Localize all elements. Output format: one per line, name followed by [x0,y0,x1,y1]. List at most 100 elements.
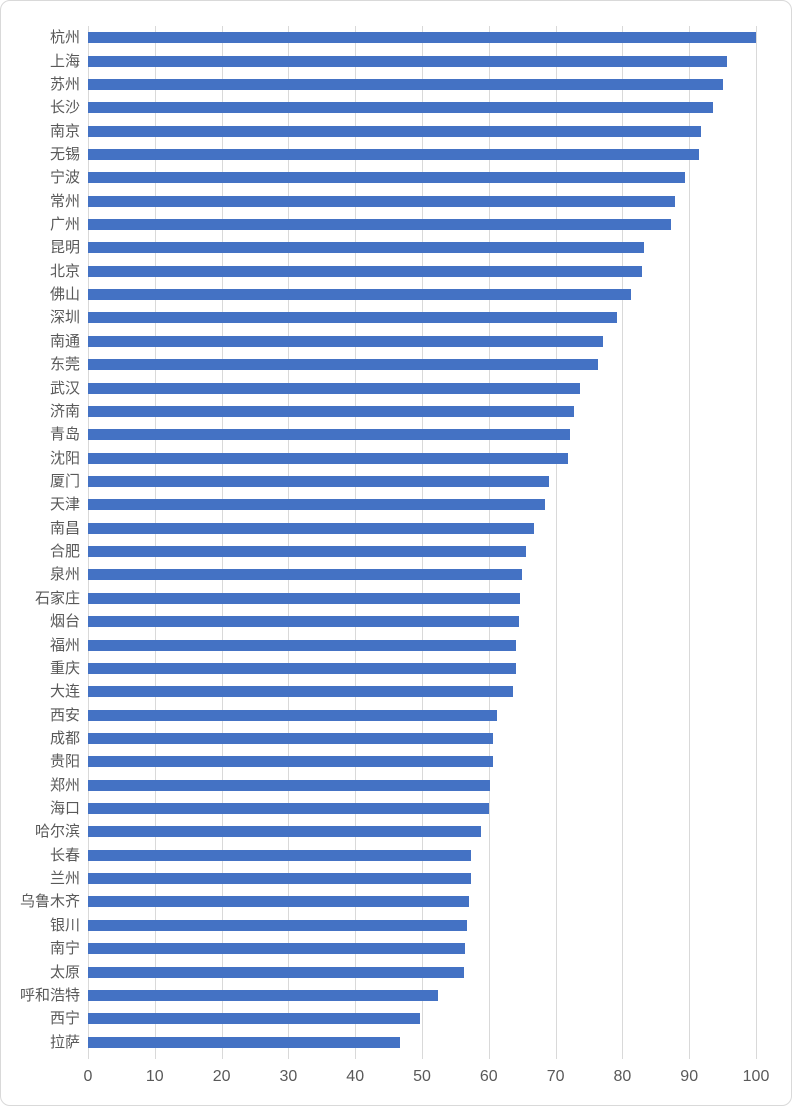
x-tick-label-40: 40 [346,1068,365,1085]
category-label: 济南 [49,402,80,420]
bar-重庆 [88,662,516,674]
x-tick-label-30: 30 [279,1068,298,1085]
bar-昆明 [88,242,644,254]
bar-无锡 [88,148,700,160]
bar-银川 [88,919,467,931]
bar-row [88,166,756,189]
bar-row [88,49,756,72]
tick-x-60 [488,1054,490,1059]
category-label: 福州 [49,636,80,654]
bar-row [88,423,756,446]
bar-row [88,610,756,633]
bar-row [88,1007,756,1030]
bar-济南 [88,405,575,417]
gridline-x-30 [288,26,290,1054]
bar-苏州 [88,78,724,90]
bar-郑州 [88,779,491,791]
bar-贵阳 [88,756,493,768]
category-label: 拉萨 [49,1033,80,1051]
tick-x-40 [355,1054,357,1059]
tick-x-30 [288,1054,290,1059]
gridline-x-90 [689,26,691,1054]
bar-row [88,563,756,586]
gridline-x-10 [154,26,156,1054]
tick-x-90 [689,1054,691,1059]
bar-row [88,587,756,610]
category-label: 佛山 [49,286,80,304]
bar-青岛 [88,429,570,441]
bar-row [88,867,756,890]
category-label: 东莞 [49,356,80,374]
plot-area [88,26,757,1054]
bar-呼和浩特 [88,989,439,1001]
x-tick-label-90: 90 [680,1068,699,1085]
bar-row [88,190,756,213]
x-tick-label-100: 100 [742,1068,770,1085]
category-label: 太原 [49,963,80,981]
bar-合肥 [88,546,526,558]
bar-武汉 [88,382,581,394]
bar-杭州 [88,32,756,44]
x-tick-label-0: 0 [83,1068,93,1085]
bar-乌鲁木齐 [88,896,469,908]
bar-row [88,703,756,726]
category-label: 南通 [49,332,80,350]
category-label: 昆明 [49,239,80,257]
category-label: 青岛 [49,426,80,444]
bar-泉州 [88,569,522,581]
x-tick-label-10: 10 [145,1068,164,1085]
category-label: 兰州 [49,870,80,888]
bar-row [88,633,756,656]
gridline-x-50 [422,26,423,1054]
category-label: 广州 [49,216,80,234]
bar-row [88,213,756,236]
bar-南昌 [88,522,535,534]
bar-row [88,960,756,983]
bar-南宁 [88,943,465,955]
bar-row [88,283,756,306]
bar-row [88,984,756,1007]
bar-兰州 [88,873,472,885]
category-label: 西宁 [49,1010,80,1028]
bar-厦门 [88,476,549,487]
gridline-x-40 [355,26,357,1054]
bar-row [88,1030,756,1053]
category-label: 海口 [49,800,80,818]
bar-成都 [88,732,493,744]
category-label: 天津 [49,496,80,514]
gridline-x-60 [488,26,490,1054]
bar-row [88,774,756,797]
tick-x-0 [88,1054,89,1059]
bar-row [88,236,756,259]
bar-row [88,376,756,399]
category-label: 贵阳 [49,753,80,771]
bar-row [88,890,756,913]
category-label: 长春 [49,846,80,864]
bar-烟台 [88,616,519,628]
category-label: 沈阳 [49,449,80,467]
category-label: 武汉 [49,379,80,397]
category-label: 常州 [49,192,80,210]
category-label: 大连 [49,683,80,701]
category-label: 泉州 [49,566,80,584]
bar-row [88,820,756,843]
bar-row [88,727,756,750]
bar-row [88,446,756,469]
category-label: 南宁 [49,940,80,958]
bar-row [88,540,756,563]
bar-row [88,119,756,142]
category-label: 乌鲁木齐 [19,893,80,911]
category-label: 银川 [49,916,80,934]
tick-x-10 [154,1054,156,1059]
tick-x-50 [422,1054,423,1059]
bar-东莞 [88,359,599,371]
gridline-x-80 [622,26,624,1054]
bar-row [88,914,756,937]
bar-row [88,96,756,119]
category-label: 呼和浩特 [19,986,80,1004]
bar-row [88,26,756,49]
tick-x-20 [221,1054,223,1059]
bar-row [88,844,756,867]
bar-福州 [88,639,516,651]
category-label: 长沙 [49,99,80,117]
